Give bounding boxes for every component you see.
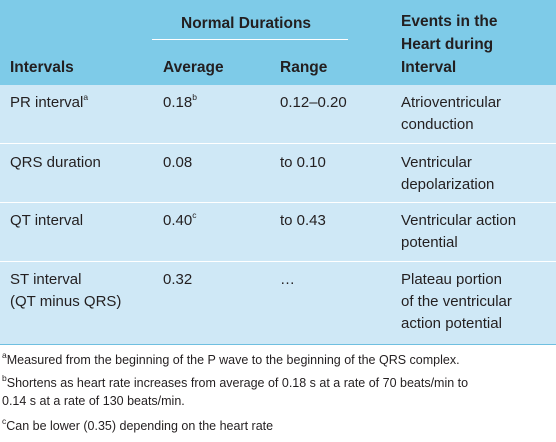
- row-qrs-duration-name: QRS duration: [10, 154, 101, 171]
- row-qrs-duration-events-line2: depolarization: [401, 176, 495, 193]
- footnote-b-continuation: 0.14 s at a rate of 130 beats/min.: [2, 393, 185, 410]
- footnote-b-marker: b: [2, 372, 7, 383]
- row-pr-interval-events-line1: Atrioventricular: [401, 94, 502, 111]
- header-group-rule: [152, 39, 348, 40]
- footnote-a: aMeasured from the beginning of the P wa…: [2, 349, 460, 369]
- footnote-divider: [0, 344, 556, 345]
- row-divider: [0, 202, 556, 203]
- row-qt-interval-events-line2: potential: [401, 234, 458, 251]
- row-qrs-duration-average: 0.08: [163, 154, 193, 171]
- row-st-interval-average: 0.32: [163, 271, 193, 288]
- footnote-marker-b: b: [192, 92, 197, 102]
- row-st-interval-range: …: [280, 271, 295, 288]
- row-qt-interval-events-line1: Ventricular action: [401, 212, 517, 229]
- row-qt-interval-name: QT interval: [10, 212, 84, 229]
- footnote-c-text: Can be lower (0.35) depending on the hea…: [6, 419, 274, 433]
- row-pr-interval-average: 0.18b: [163, 93, 197, 112]
- row-pr-interval-name: PR intervala: [10, 93, 88, 112]
- row-divider: [0, 143, 556, 144]
- row-qt-interval-range: to 0.43: [280, 212, 326, 229]
- header-range: Range: [280, 59, 328, 76]
- row-pr-interval-events-line2: conduction: [401, 116, 474, 133]
- row-st-interval-events-line2: of the ventricular: [401, 293, 512, 310]
- header-events-line1: Events in the: [401, 13, 498, 30]
- footnote-b: bShortens as heart rate increases from a…: [2, 372, 469, 392]
- row-pr-interval-range: 0.12–0.20: [280, 94, 347, 111]
- interval-label: PR interval: [10, 94, 84, 111]
- header-group-normal-durations: Normal Durations: [181, 15, 312, 32]
- table-header: Normal Durations Events in the Heart dur…: [0, 0, 556, 85]
- row-qrs-duration-range: to 0.10: [280, 154, 326, 171]
- footnote-c-marker: c: [2, 415, 7, 426]
- row-qrs-duration-events-line1: Ventricular: [401, 154, 472, 171]
- header-events-line2: Heart during: [401, 36, 494, 53]
- footnote-marker-a: a: [83, 92, 89, 102]
- footnote-c: cCan be lower (0.35) depending on the he…: [2, 415, 274, 435]
- footnote-b-text-line2: 0.14 s at a rate of 130 beats/min.: [2, 394, 185, 408]
- row-qt-interval-average: 0.40c: [163, 211, 196, 230]
- footnote-b-text-line1: Shortens as heart rate increases from av…: [6, 376, 469, 390]
- average-value: 0.40: [163, 212, 193, 229]
- row-st-interval-name-line2: (QT minus QRS): [10, 293, 122, 310]
- footnote-marker-c: c: [192, 210, 197, 220]
- header-events-line3: Interval: [401, 59, 457, 76]
- row-st-interval-events-line1: Plateau portion: [401, 271, 502, 288]
- ecg-intervals-table: Normal Durations Events in the Heart dur…: [0, 0, 556, 344]
- row-divider: [0, 261, 556, 262]
- row-st-interval-name-line1: ST interval: [10, 271, 82, 288]
- footnote-a-marker: a: [2, 349, 7, 360]
- header-average: Average: [163, 59, 224, 76]
- row-st-interval-events-line3: action potential: [401, 315, 502, 332]
- header-intervals: Intervals: [10, 59, 74, 76]
- footnote-a-text: Measured from the beginning of the P wav…: [6, 353, 460, 367]
- average-value: 0.18: [163, 94, 193, 111]
